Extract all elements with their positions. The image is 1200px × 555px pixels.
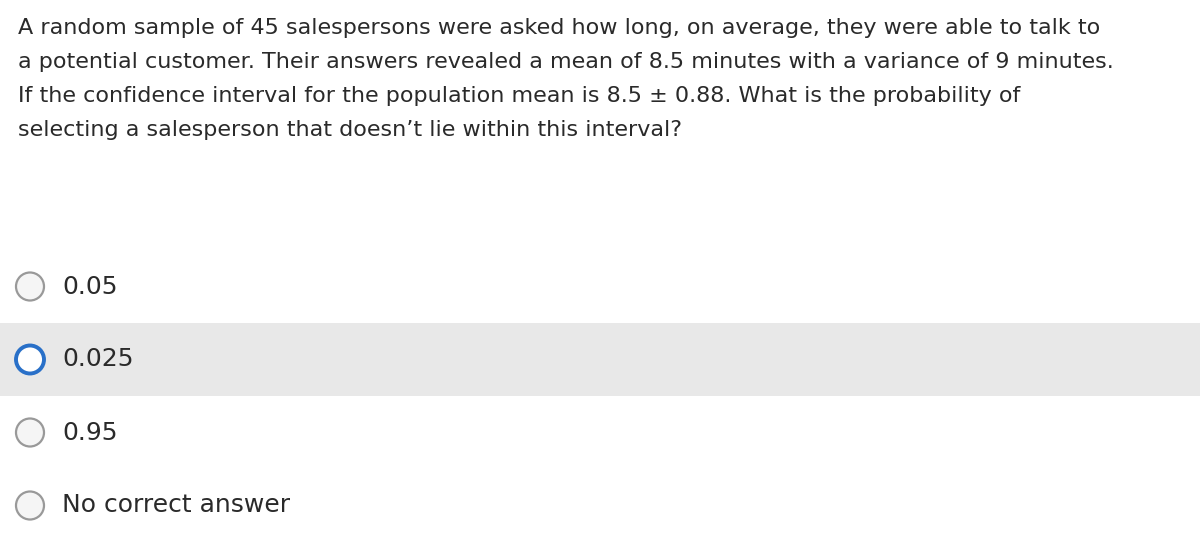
Ellipse shape xyxy=(16,273,44,300)
FancyBboxPatch shape xyxy=(0,323,1200,396)
Text: selecting a salesperson that doesn’t lie within this interval?: selecting a salesperson that doesn’t lie… xyxy=(18,120,682,140)
Ellipse shape xyxy=(16,418,44,447)
Ellipse shape xyxy=(16,492,44,519)
Text: A random sample of 45 salespersons were asked how long, on average, they were ab: A random sample of 45 salespersons were … xyxy=(18,18,1100,38)
Text: If the confidence interval for the population mean is 8.5 ± 0.88. What is the pr: If the confidence interval for the popul… xyxy=(18,86,1020,106)
Text: 0.025: 0.025 xyxy=(62,347,133,371)
Text: a potential customer. Their answers revealed a mean of 8.5 minutes with a varian: a potential customer. Their answers reve… xyxy=(18,52,1114,72)
Text: 0.95: 0.95 xyxy=(62,421,118,445)
Text: No correct answer: No correct answer xyxy=(62,493,290,517)
Text: 0.05: 0.05 xyxy=(62,275,118,299)
Ellipse shape xyxy=(16,346,44,374)
